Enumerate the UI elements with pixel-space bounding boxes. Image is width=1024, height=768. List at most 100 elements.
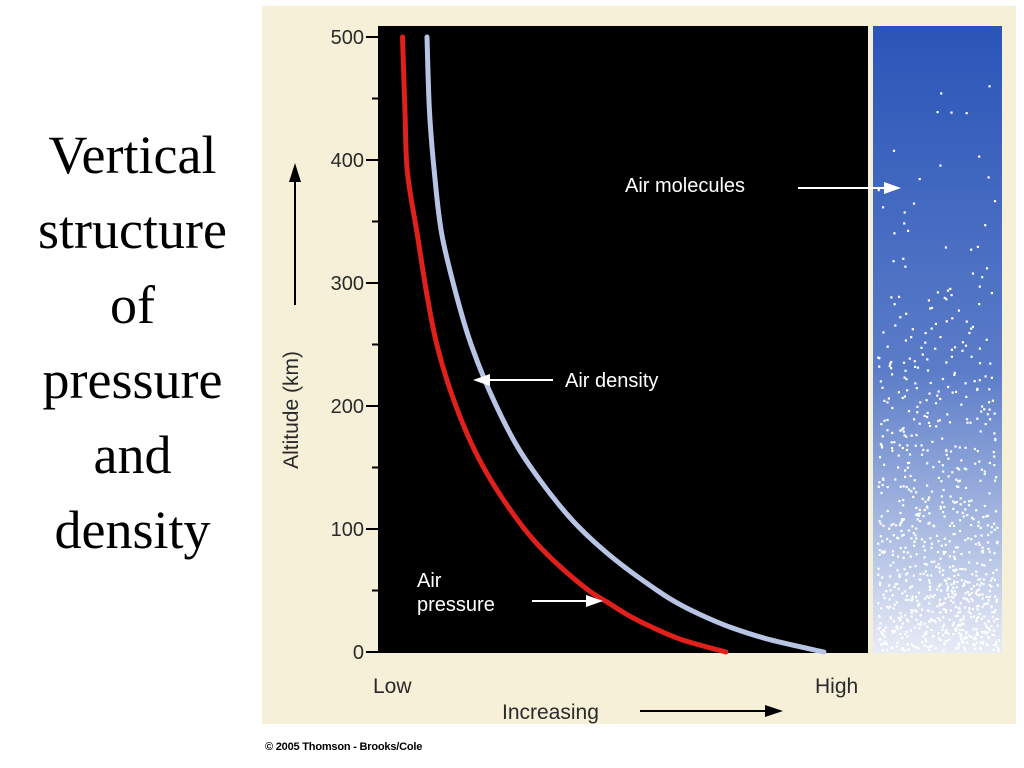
molecule-dot [975,574,978,577]
molecule-dot [994,437,997,440]
molecule-dot [977,604,980,607]
molecule-dot [919,572,922,576]
molecule-dot [993,464,996,467]
molecule-dot [926,369,930,372]
molecule-dot [966,514,969,517]
molecule-dot [906,389,909,392]
molecule-dot [889,605,892,608]
molecule-dot [883,463,886,466]
molecule-dot [902,556,905,559]
molecule-dot [907,598,910,602]
molecule-dot [982,583,985,586]
molecule-dot [914,444,917,447]
molecule-dot [902,430,905,433]
molecule-dot [994,439,997,442]
molecule-dot [939,583,942,586]
molecule-dot [906,466,909,469]
molecule-dot [901,637,904,640]
molecule-dot [889,617,892,620]
molecule-dot [896,641,899,644]
molecule-dot [959,619,962,623]
molecule-dot [984,375,987,378]
molecule-dot [966,599,969,602]
molecule-dot [975,618,978,621]
molecule-dot [993,412,996,415]
molecule-dot [958,610,961,614]
molecule-dot [971,599,974,602]
molecule-dot [920,538,924,541]
molecule-dot [880,423,883,426]
molecule-dot [926,462,929,465]
molecule-dot [940,589,943,592]
molecule-dot [902,533,905,536]
molecule-dot [943,642,946,646]
molecule-dot [947,475,950,478]
molecule-dot [990,625,993,628]
molecule-dot [986,631,989,634]
molecule-dot [937,617,940,620]
molecule-dot [994,609,997,612]
molecule-dot [965,630,968,634]
molecule-dot [982,516,985,519]
molecule-dot [965,320,968,323]
molecule-dot [988,85,991,88]
molecule-dot [913,360,916,363]
molecule-dot [883,419,886,422]
molecule-dot [923,549,926,552]
molecule-dot [962,618,965,621]
molecule-dot [915,537,918,540]
molecule-dot [955,390,958,393]
molecule-dot [923,622,926,625]
molecule-dot [993,455,996,458]
molecule-dot [923,540,926,544]
molecule-dot [933,594,936,597]
molecule-dot [886,538,889,541]
molecule-dot [948,566,952,569]
molecule-dot [962,582,966,585]
molecule-dot [912,487,916,490]
molecule-dot [883,596,886,600]
molecule-dot [912,644,915,648]
molecule-dot [980,550,983,553]
molecule-dot [948,421,952,424]
molecule-dot [953,580,956,583]
molecule-dot [917,604,920,607]
molecule-dot [885,590,888,593]
molecule-dot [903,376,906,379]
molecule-dot [971,607,975,611]
molecule-dot [941,603,944,606]
molecule-dot [974,543,977,546]
molecule-dot [915,506,918,509]
molecule-dot [878,357,881,360]
molecule-dot [964,486,968,489]
molecule-dot [936,394,939,397]
molecule-dot [907,229,910,232]
molecule-dot [981,405,984,408]
molecule-dot [906,572,909,575]
molecule-dot [918,591,921,594]
molecule-dot [939,397,942,401]
molecule-dot [905,618,909,621]
molecule-dot [934,647,937,650]
molecule-dot [995,476,998,479]
molecule-dot [957,623,960,626]
molecule-dot [939,505,942,508]
molecule-dot [890,441,893,444]
molecule-dot [916,405,919,408]
molecule-dot [992,620,996,623]
molecule-dot [915,527,918,530]
molecule-dot [970,355,973,358]
molecule-dot [912,202,916,205]
molecule-dot [959,503,962,506]
molecule-dot [878,553,881,556]
molecule-dot [946,589,949,592]
molecule-dot [987,547,990,551]
molecule-dot [964,592,967,595]
molecule-dot [942,511,945,514]
molecule-dot [882,593,885,596]
molecule-dot [896,627,899,630]
molecule-dot [897,295,901,298]
molecule-dot [980,534,983,537]
molecule-dot [974,647,977,650]
molecule-dot [910,336,913,339]
